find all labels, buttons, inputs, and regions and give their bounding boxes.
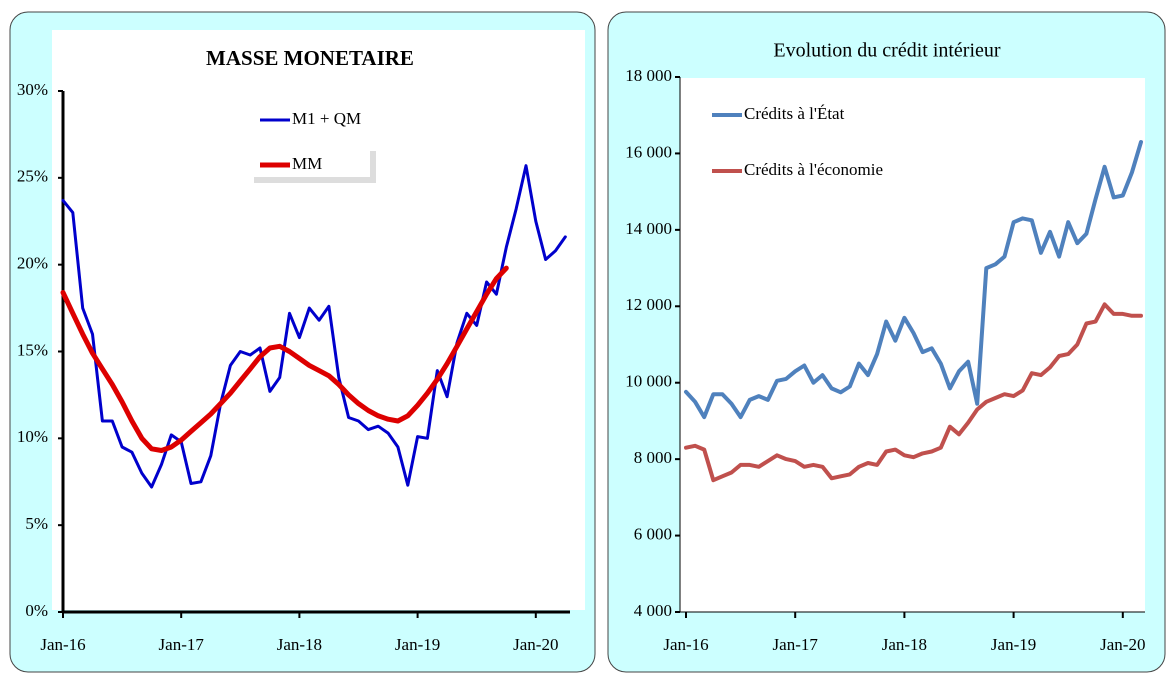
right-plot-area xyxy=(680,78,1145,612)
y-tick-label: 14 000 xyxy=(625,219,672,238)
x-tick-label: Jan-17 xyxy=(159,635,205,654)
x-tick-label: Jan-19 xyxy=(395,635,440,654)
y-tick-label: 30% xyxy=(17,80,48,99)
y-tick-label: 15% xyxy=(17,340,48,359)
y-tick-label: 0% xyxy=(25,601,48,620)
x-tick-label: Jan-20 xyxy=(513,635,558,654)
legend-label: Crédits à l'État xyxy=(744,104,845,123)
y-tick-label: 6 000 xyxy=(634,524,672,543)
chart-title: Evolution du crédit intérieur xyxy=(773,40,1000,62)
y-tick-label: 8 000 xyxy=(634,448,672,467)
series-line xyxy=(684,302,1143,483)
series-line xyxy=(60,265,509,453)
y-tick-label: 12 000 xyxy=(625,295,672,314)
x-tick-label: Jan-18 xyxy=(277,635,322,654)
legend-label: Crédits à l'économie xyxy=(744,160,883,179)
legend-box xyxy=(250,147,370,177)
x-tick-label: Jan-17 xyxy=(773,635,819,654)
y-tick-label: 4 000 xyxy=(634,601,672,620)
x-tick-label: Jan-20 xyxy=(1100,635,1145,654)
x-tick-label: Jan-16 xyxy=(40,635,85,654)
y-tick-label: 16 000 xyxy=(625,142,672,161)
y-tick-label: 18 000 xyxy=(625,66,672,85)
chart-title: MASSE MONETAIRE xyxy=(206,46,414,70)
y-tick-label: 10 000 xyxy=(625,372,672,391)
x-tick-label: Jan-16 xyxy=(663,635,708,654)
y-tick-label: 5% xyxy=(25,514,48,533)
y-tick-label: 10% xyxy=(17,427,48,446)
y-tick-label: 20% xyxy=(17,254,48,273)
x-tick-label: Jan-18 xyxy=(882,635,927,654)
x-tick-label: Jan-19 xyxy=(991,635,1036,654)
y-tick-label: 25% xyxy=(17,167,48,186)
legend-label: M1 + QM xyxy=(292,109,361,128)
legend-label: MM xyxy=(292,154,322,173)
series-line xyxy=(684,140,1143,420)
